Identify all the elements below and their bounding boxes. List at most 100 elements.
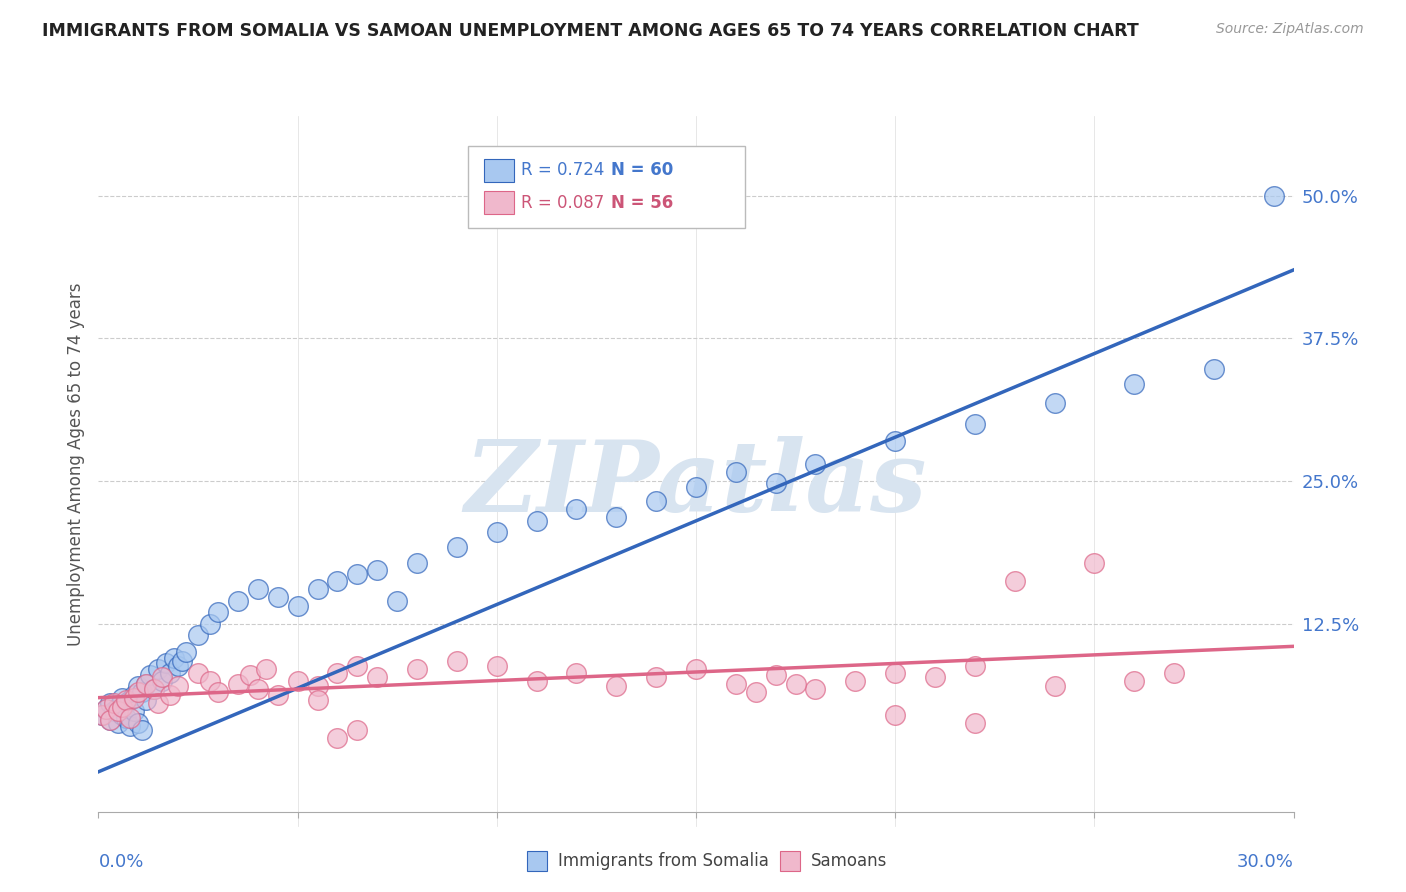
Point xyxy=(844,673,866,688)
Point xyxy=(485,658,508,673)
Point xyxy=(143,681,166,696)
Point xyxy=(103,697,125,711)
Point xyxy=(159,689,181,703)
Point xyxy=(172,654,194,668)
Text: IMMIGRANTS FROM SOMALIA VS SAMOAN UNEMPLOYMENT AMONG AGES 65 TO 74 YEARS CORRELA: IMMIGRANTS FROM SOMALIA VS SAMOAN UNEMPL… xyxy=(42,22,1139,40)
Point xyxy=(111,699,134,714)
Text: N = 56: N = 56 xyxy=(612,194,673,211)
Point xyxy=(135,693,157,707)
Point xyxy=(804,681,827,696)
Point xyxy=(884,707,907,722)
Text: R = 0.087: R = 0.087 xyxy=(522,194,605,211)
Point xyxy=(287,673,309,688)
Point xyxy=(111,690,134,705)
Point xyxy=(446,654,468,668)
Point xyxy=(120,719,142,733)
Point xyxy=(307,582,329,597)
Text: ZIPatlas: ZIPatlas xyxy=(465,436,927,533)
Point xyxy=(326,574,349,589)
Point xyxy=(884,665,907,680)
Point xyxy=(685,662,707,676)
Point xyxy=(120,693,142,707)
Point xyxy=(1043,679,1066,693)
Point xyxy=(143,681,166,696)
Point xyxy=(98,697,122,711)
Point xyxy=(645,494,668,508)
Point xyxy=(226,677,249,691)
Point xyxy=(98,714,122,728)
Point xyxy=(963,658,986,673)
Point xyxy=(385,593,409,607)
Text: Source: ZipAtlas.com: Source: ZipAtlas.com xyxy=(1216,22,1364,37)
Point xyxy=(307,679,329,693)
Text: 0.0%: 0.0% xyxy=(98,854,143,871)
Point xyxy=(150,670,173,684)
Point xyxy=(207,605,229,619)
Point xyxy=(239,668,262,682)
Point xyxy=(287,599,309,614)
Point xyxy=(120,711,142,725)
Point xyxy=(91,707,114,722)
Point xyxy=(884,434,907,448)
Point xyxy=(963,715,986,730)
Point xyxy=(254,662,277,676)
Point xyxy=(96,702,118,716)
Point xyxy=(124,704,146,718)
Text: Samoans: Samoans xyxy=(811,852,887,870)
Point xyxy=(565,665,588,680)
Point xyxy=(111,707,134,722)
Point xyxy=(1263,189,1285,203)
Point xyxy=(127,685,149,699)
Point xyxy=(267,591,290,605)
Point xyxy=(1123,673,1146,688)
Point xyxy=(148,697,170,711)
Point xyxy=(724,677,747,691)
Point xyxy=(804,457,827,471)
Point xyxy=(187,628,209,642)
Point xyxy=(115,711,138,725)
Point xyxy=(103,704,125,718)
Point xyxy=(131,723,153,737)
Point xyxy=(246,681,269,696)
Point xyxy=(127,715,149,730)
Point xyxy=(924,670,946,684)
Point xyxy=(198,616,221,631)
Point xyxy=(346,723,368,737)
Point xyxy=(1004,574,1026,589)
Point xyxy=(155,657,177,671)
Point xyxy=(187,665,209,680)
Point xyxy=(565,502,588,516)
Point xyxy=(174,645,197,659)
Point xyxy=(96,702,118,716)
Point xyxy=(1163,665,1185,680)
Point xyxy=(366,563,388,577)
Point xyxy=(139,668,162,682)
Point xyxy=(159,665,181,680)
Point xyxy=(526,673,548,688)
Point xyxy=(107,699,129,714)
Text: N = 60: N = 60 xyxy=(612,161,673,179)
Point xyxy=(131,685,153,699)
Point xyxy=(605,679,627,693)
Point xyxy=(135,677,157,691)
Point xyxy=(745,685,768,699)
Point xyxy=(98,714,122,728)
Point xyxy=(685,480,707,494)
Point xyxy=(346,567,368,582)
Point xyxy=(724,465,747,479)
Point xyxy=(167,658,190,673)
Point xyxy=(326,665,349,680)
Point xyxy=(267,689,290,703)
Point xyxy=(1202,362,1225,376)
Point xyxy=(91,707,114,722)
Point xyxy=(207,685,229,699)
Point xyxy=(645,670,668,684)
Text: R = 0.724: R = 0.724 xyxy=(522,161,605,179)
Point xyxy=(406,556,429,570)
Point xyxy=(1123,376,1146,391)
Point xyxy=(148,662,170,676)
Point xyxy=(163,650,186,665)
Point xyxy=(485,525,508,540)
Point xyxy=(526,514,548,528)
Text: 30.0%: 30.0% xyxy=(1237,854,1294,871)
